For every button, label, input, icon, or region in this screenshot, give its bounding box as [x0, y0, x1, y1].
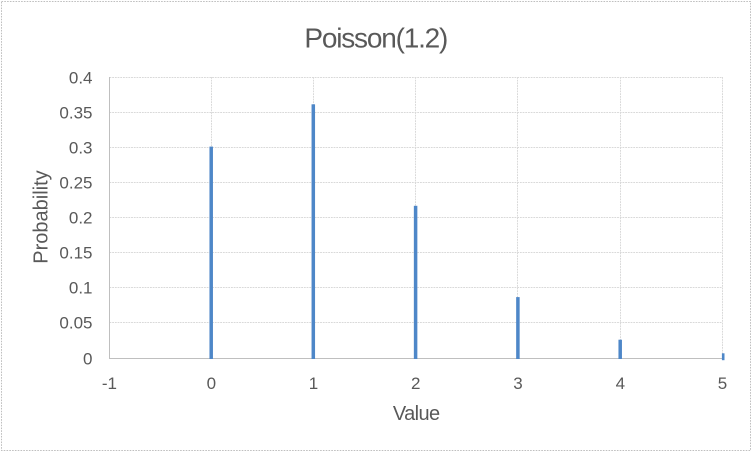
svg-text:3: 3 — [513, 374, 522, 393]
svg-text:0.1: 0.1 — [69, 279, 93, 298]
svg-text:Probability: Probability — [31, 170, 53, 263]
svg-text:2: 2 — [411, 374, 420, 393]
svg-text:0.05: 0.05 — [59, 314, 92, 333]
svg-text:0.35: 0.35 — [59, 104, 92, 123]
svg-text:4: 4 — [616, 374, 625, 393]
svg-text:-1: -1 — [102, 374, 117, 393]
svg-text:0: 0 — [207, 374, 216, 393]
svg-text:0.15: 0.15 — [59, 244, 92, 263]
svg-text:1: 1 — [309, 374, 318, 393]
svg-text:0.25: 0.25 — [59, 174, 92, 193]
svg-text:0.3: 0.3 — [69, 139, 93, 158]
svg-text:0: 0 — [83, 350, 92, 369]
svg-text:Poisson(1.2): Poisson(1.2) — [304, 22, 447, 53]
svg-text:5: 5 — [718, 374, 727, 393]
svg-text:0.4: 0.4 — [69, 69, 93, 88]
svg-text:Value: Value — [393, 403, 440, 425]
svg-text:0.2: 0.2 — [69, 209, 93, 228]
